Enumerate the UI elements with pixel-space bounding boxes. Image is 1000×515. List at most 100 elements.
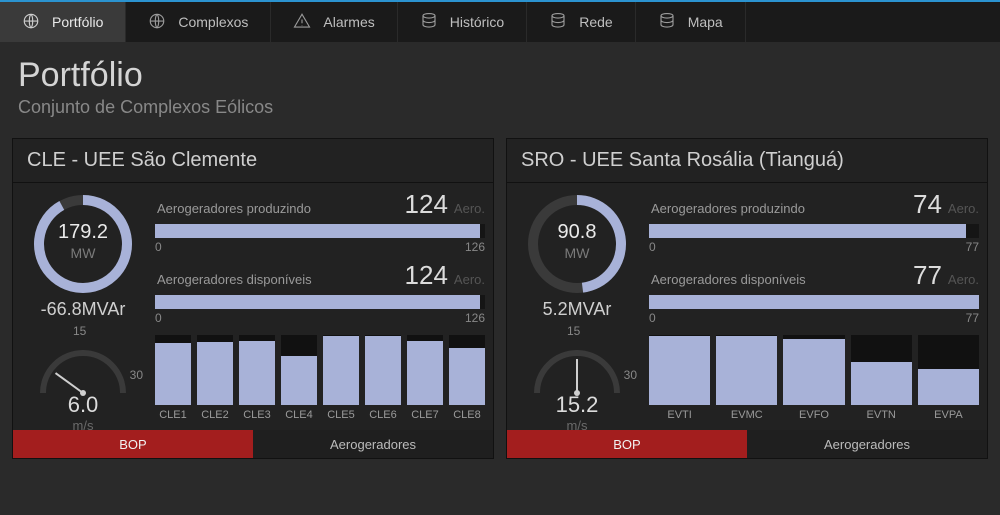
- unit-bar-track: [365, 335, 401, 405]
- wind-scale-min: 15: [567, 324, 580, 338]
- metric-value: 124: [396, 260, 448, 291]
- unit-bar-track: [281, 335, 317, 405]
- metric-bar-track: [155, 224, 485, 238]
- metric-max: 126: [465, 311, 485, 325]
- unit-label: CLE1: [159, 409, 187, 421]
- metric-max: 77: [966, 311, 979, 325]
- nav-tab-label: Histórico: [450, 14, 504, 30]
- panel-title: SRO - UEE Santa Rosália (Tianguá): [507, 139, 987, 183]
- panels-container: CLE - UEE São Clemente 179.2 MW -66.8 MV…: [0, 128, 1000, 459]
- complex-panel: CLE - UEE São Clemente 179.2 MW -66.8 MV…: [12, 138, 494, 459]
- unit-bar-fill: [449, 348, 485, 405]
- panel-footer: BOP Aerogeradores: [507, 430, 987, 458]
- unit-bar-fill: [649, 336, 710, 405]
- unit-bar-fill: [239, 341, 275, 405]
- nav-tab-rede[interactable]: Rede: [527, 2, 635, 42]
- power-gauge: 179.2 MW: [28, 189, 138, 299]
- page-header: Portfólio Conjunto de Complexos Eólicos: [0, 42, 1000, 128]
- page-title: Portfólio: [18, 56, 982, 95]
- metric-bar-track: [155, 295, 485, 309]
- unit-bar-track: [323, 335, 359, 405]
- metric-available: Aerogeradores disponíveis 124 Aero. 0 12…: [155, 260, 485, 325]
- power-value: 179.2: [28, 221, 138, 244]
- metric-unit: Aero.: [454, 201, 485, 216]
- unit-bar-track: [197, 335, 233, 405]
- unit-label: CLE7: [411, 409, 439, 421]
- metric-min: 0: [155, 311, 162, 325]
- metric-min: 0: [649, 311, 656, 325]
- page-subtitle: Conjunto de Complexos Eólicos: [18, 97, 982, 118]
- wind-gauge: 15 30 6.0 m/s: [23, 326, 143, 426]
- unit-column: CLE1: [155, 335, 191, 421]
- unit-columns: EVTI EVMC EVFO EVTN EVPA: [649, 331, 979, 421]
- aerogeradores-button[interactable]: Aerogeradores: [747, 430, 987, 458]
- wind-scale-max: 30: [624, 368, 637, 382]
- unit-label: CLE8: [453, 409, 481, 421]
- unit-bar-fill: [407, 341, 443, 405]
- metric-value: 77: [890, 260, 942, 291]
- metric-producing: Aerogeradores produzindo 124 Aero. 0 126: [155, 189, 485, 254]
- metric-max: 77: [966, 240, 979, 254]
- db-icon: [549, 12, 567, 33]
- metric-bar-fill: [649, 295, 979, 309]
- nav-tab-label: Rede: [579, 14, 612, 30]
- nav-tab-label: Mapa: [688, 14, 723, 30]
- wind-scale-max: 30: [130, 368, 143, 382]
- reactive-power-value: 5.2: [543, 299, 568, 320]
- unit-bar-track: [918, 335, 979, 405]
- unit-bar-fill: [323, 336, 359, 405]
- metric-label: Aerogeradores produzindo: [651, 201, 890, 216]
- wind-unit: m/s: [517, 418, 637, 433]
- wind-unit: m/s: [23, 418, 143, 433]
- unit-column: EVPA: [918, 335, 979, 421]
- bop-button[interactable]: BOP: [13, 430, 253, 458]
- unit-bar-track: [155, 335, 191, 405]
- metric-producing: Aerogeradores produzindo 74 Aero. 0 77: [649, 189, 979, 254]
- globe2-icon: [148, 12, 166, 33]
- metric-bar-track: [649, 295, 979, 309]
- unit-column: CLE3: [239, 335, 275, 421]
- unit-column: CLE8: [449, 335, 485, 421]
- db-icon: [420, 12, 438, 33]
- metric-unit: Aero.: [948, 272, 979, 287]
- panel-footer: BOP Aerogeradores: [13, 430, 493, 458]
- unit-column: EVTI: [649, 335, 710, 421]
- aerogeradores-button[interactable]: Aerogeradores: [253, 430, 493, 458]
- metric-bar-fill: [649, 224, 966, 238]
- unit-bar-fill: [918, 369, 979, 405]
- unit-label: EVTI: [667, 409, 691, 421]
- unit-bar-track: [449, 335, 485, 405]
- reactive-power-unit: MVAr: [568, 299, 612, 320]
- nav-tab-portfólio[interactable]: Portfólio: [0, 2, 126, 42]
- unit-bar-fill: [281, 356, 317, 405]
- unit-column: EVTN: [851, 335, 912, 421]
- nav-tab-alarmes[interactable]: Alarmes: [271, 2, 397, 42]
- reactive-power-value: -66.8: [41, 299, 82, 320]
- unit-bar-track: [851, 335, 912, 405]
- metric-max: 126: [465, 240, 485, 254]
- metric-value: 124: [396, 189, 448, 220]
- metric-label: Aerogeradores disponíveis: [651, 272, 890, 287]
- bop-button[interactable]: BOP: [507, 430, 747, 458]
- top-nav: PortfólioComplexosAlarmes Histórico Rede Ma…: [0, 0, 1000, 42]
- metric-min: 0: [155, 240, 162, 254]
- complex-panel: SRO - UEE Santa Rosália (Tianguá) 90.8 M…: [506, 138, 988, 459]
- nav-tab-mapa[interactable]: Mapa: [636, 2, 746, 42]
- wind-gauge: 15 30 15.2 m/s: [517, 326, 637, 426]
- unit-bar-fill: [197, 342, 233, 405]
- nav-tab-complexos[interactable]: Complexos: [126, 2, 271, 42]
- unit-column: CLE4: [281, 335, 317, 421]
- globe-icon: [22, 12, 40, 33]
- unit-bar-track: [783, 335, 844, 405]
- metric-bar-fill: [155, 295, 480, 309]
- power-unit: MW: [28, 245, 138, 261]
- metric-value: 74: [890, 189, 942, 220]
- reactive-power-unit: MVAr: [82, 299, 126, 320]
- unit-label: CLE4: [285, 409, 313, 421]
- metric-bar-fill: [155, 224, 480, 238]
- metric-bar-track: [649, 224, 979, 238]
- db-icon: [658, 12, 676, 33]
- metric-label: Aerogeradores produzindo: [157, 201, 396, 216]
- nav-tab-histórico[interactable]: Histórico: [398, 2, 527, 42]
- unit-column: CLE5: [323, 335, 359, 421]
